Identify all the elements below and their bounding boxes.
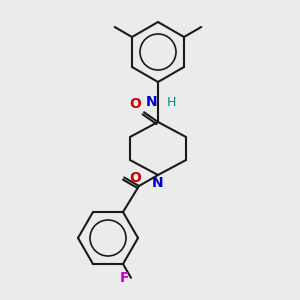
- Text: N: N: [152, 176, 164, 190]
- Text: H: H: [167, 95, 176, 109]
- Text: O: O: [129, 170, 141, 184]
- Text: N: N: [146, 95, 157, 109]
- Text: O: O: [129, 97, 141, 111]
- Text: F: F: [119, 271, 129, 285]
